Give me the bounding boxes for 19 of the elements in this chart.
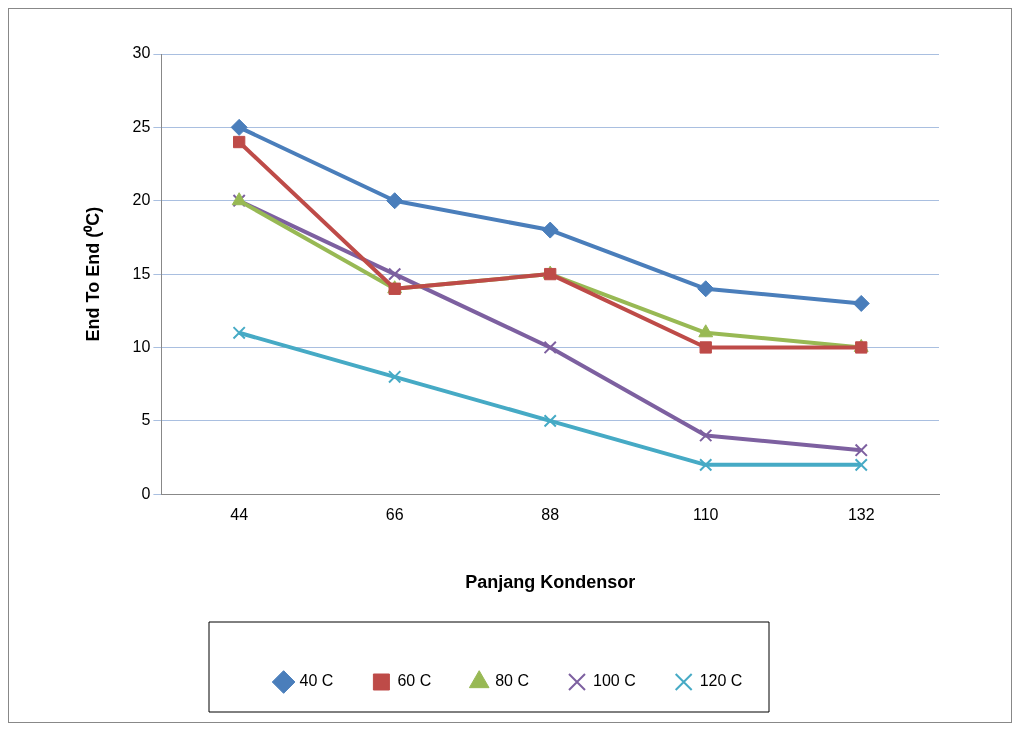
y-axis-title: End To End (⁰C) (82, 206, 103, 342)
x-axis-title: Panjang Kondensor (465, 572, 636, 593)
y-tick-label: 10 (132, 337, 151, 355)
y-tick-label: 0 (141, 484, 151, 502)
x-tick-label: 110 (692, 506, 719, 524)
legend-label: 40 C (299, 672, 334, 690)
y-tick-label: 15 (132, 264, 151, 282)
legend-label: 120 C (699, 672, 743, 690)
x-tick-label: 44 (230, 506, 249, 524)
y-tick-label: 25 (132, 117, 151, 135)
x-tick-label: 66 (385, 506, 404, 524)
legend-label: 60 C (397, 672, 432, 690)
y-tick-label: 30 (132, 44, 151, 62)
y-tick-label: 20 (132, 191, 151, 209)
x-tick-label: 132 (847, 506, 875, 524)
legend-label: 100 C (593, 672, 636, 690)
legend-label: 80 C (495, 672, 529, 690)
y-tick-label: 5 (141, 411, 151, 429)
x-tick-label: 88 (541, 506, 560, 524)
